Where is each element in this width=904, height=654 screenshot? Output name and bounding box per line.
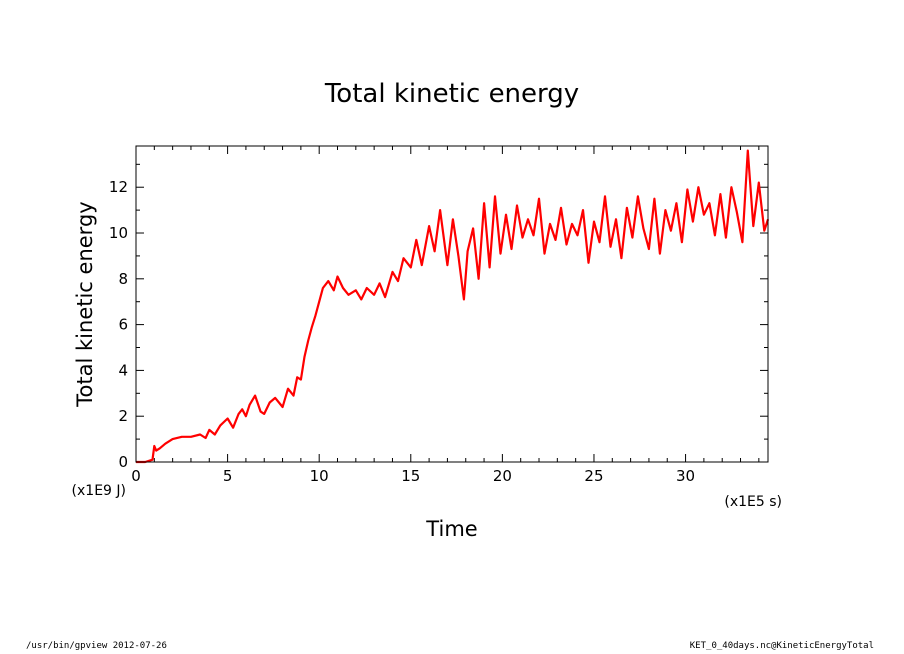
x-tick-label: 20 — [493, 467, 512, 485]
y-tick-label: 0 — [118, 453, 128, 471]
footer-left-text: /usr/bin/gpview 2012-07-26 — [26, 641, 167, 651]
y-tick-label: 6 — [118, 316, 128, 334]
x-axis-label: Time — [425, 517, 477, 541]
y-axis-label: Total kinetic energy — [73, 201, 97, 407]
y-tick-label: 10 — [109, 224, 128, 242]
x-axis-unit: (x1E5 s) — [724, 494, 782, 510]
axis-ticks: 0 5 10 15 20 25 30 0 2 4 6 8 10 12 — [109, 146, 768, 485]
series-line — [136, 149, 770, 464]
chart-title: Total kinetic energy — [324, 79, 579, 109]
footer-right-text: KET_0_40days.nc@KineticEnergyTotal — [689, 641, 874, 651]
y-tick-label: 2 — [118, 407, 128, 425]
plot-frame — [135, 145, 769, 463]
x-tick-label: 15 — [401, 467, 420, 485]
x-tick-label: 25 — [584, 467, 603, 485]
y-tick-label: 8 — [118, 270, 128, 288]
y-tick-label: 12 — [109, 178, 128, 196]
x-tick-label: 0 — [131, 467, 141, 485]
x-tick-label: 5 — [223, 467, 233, 485]
x-tick-label: 30 — [676, 467, 695, 485]
y-tick-label: 4 — [118, 361, 128, 379]
x-tick-label: 10 — [310, 467, 329, 485]
y-axis-unit: (x1E9 J) — [72, 483, 126, 499]
